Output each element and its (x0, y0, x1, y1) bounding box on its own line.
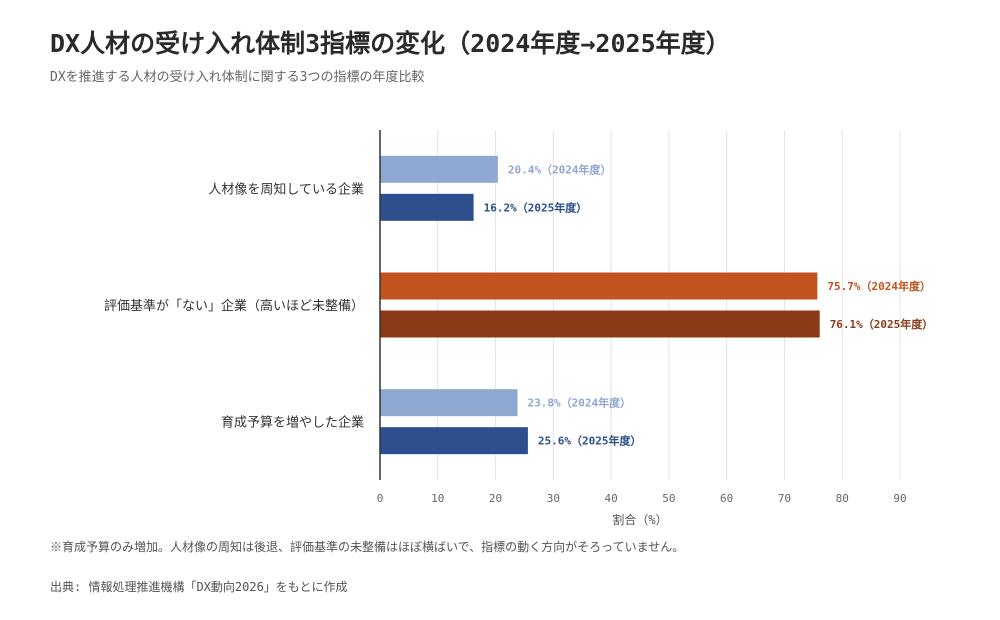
category-label: 人材像を周知している企業 (208, 181, 364, 197)
x-tick-label: 90 (893, 492, 906, 505)
bar-value-label: 23.8%（2024年度） (528, 396, 632, 410)
bar-1-1 (380, 310, 820, 338)
bar-value-label: 25.6%（2025年度） (538, 434, 642, 448)
bar-0-0 (380, 155, 498, 183)
grid-lines (437, 130, 901, 480)
x-tick-label: 60 (720, 492, 733, 505)
bar-value-label: 16.2%（2025年度） (484, 200, 588, 214)
bar-value-label: 76.1%（2025年度） (830, 317, 934, 331)
x-tick-label: 10 (431, 492, 444, 505)
chart-title: DX人材の受け入れ体制3指標の変化（2024年度→2025年度） (50, 29, 731, 58)
category-label: 育成予算を増やした企業 (221, 415, 364, 431)
x-tick-label: 40 (604, 492, 617, 505)
x-tick-label: 50 (662, 492, 675, 505)
bar-2-0 (380, 389, 518, 417)
x-tick-label: 20 (489, 492, 502, 505)
bar-value-label: 75.7%（2024年度） (827, 279, 931, 293)
footnote: ※育成予算のみ増加。人材像の周知は後退、評価基準の未整備はほぼ横ばいで、指標の動… (50, 540, 685, 554)
x-tick-labels: 0 10 20 30 40 50 60 70 80 90 (377, 492, 907, 505)
bars (380, 155, 820, 455)
bar-labels: 20.4%（2024年度） 16.2%（2025年度） 75.7%（2024年度） 7… (484, 162, 934, 447)
source-note: 出典: 情報処理推進機構「DX動向2026」をもとに作成 (50, 580, 348, 594)
x-tick-label: 70 (778, 492, 791, 505)
bar-1-0 (380, 272, 818, 300)
x-tick-label: 0 (377, 492, 384, 505)
category-label: 評価基準が「ない」企業（高いほど未整備） (104, 298, 364, 314)
x-axis-title: 割合（%） (612, 512, 667, 527)
x-tick-label: 30 (547, 492, 560, 505)
bar-value-label: 20.4%（2024年度） (508, 162, 612, 176)
x-tick-label: 80 (836, 492, 849, 505)
chart-subtitle: DXを推進する人材の受け入れ体制に関する3つの指標の年度比較 (50, 70, 425, 85)
bar-2-1 (380, 427, 528, 455)
bar-0-1 (380, 193, 474, 221)
